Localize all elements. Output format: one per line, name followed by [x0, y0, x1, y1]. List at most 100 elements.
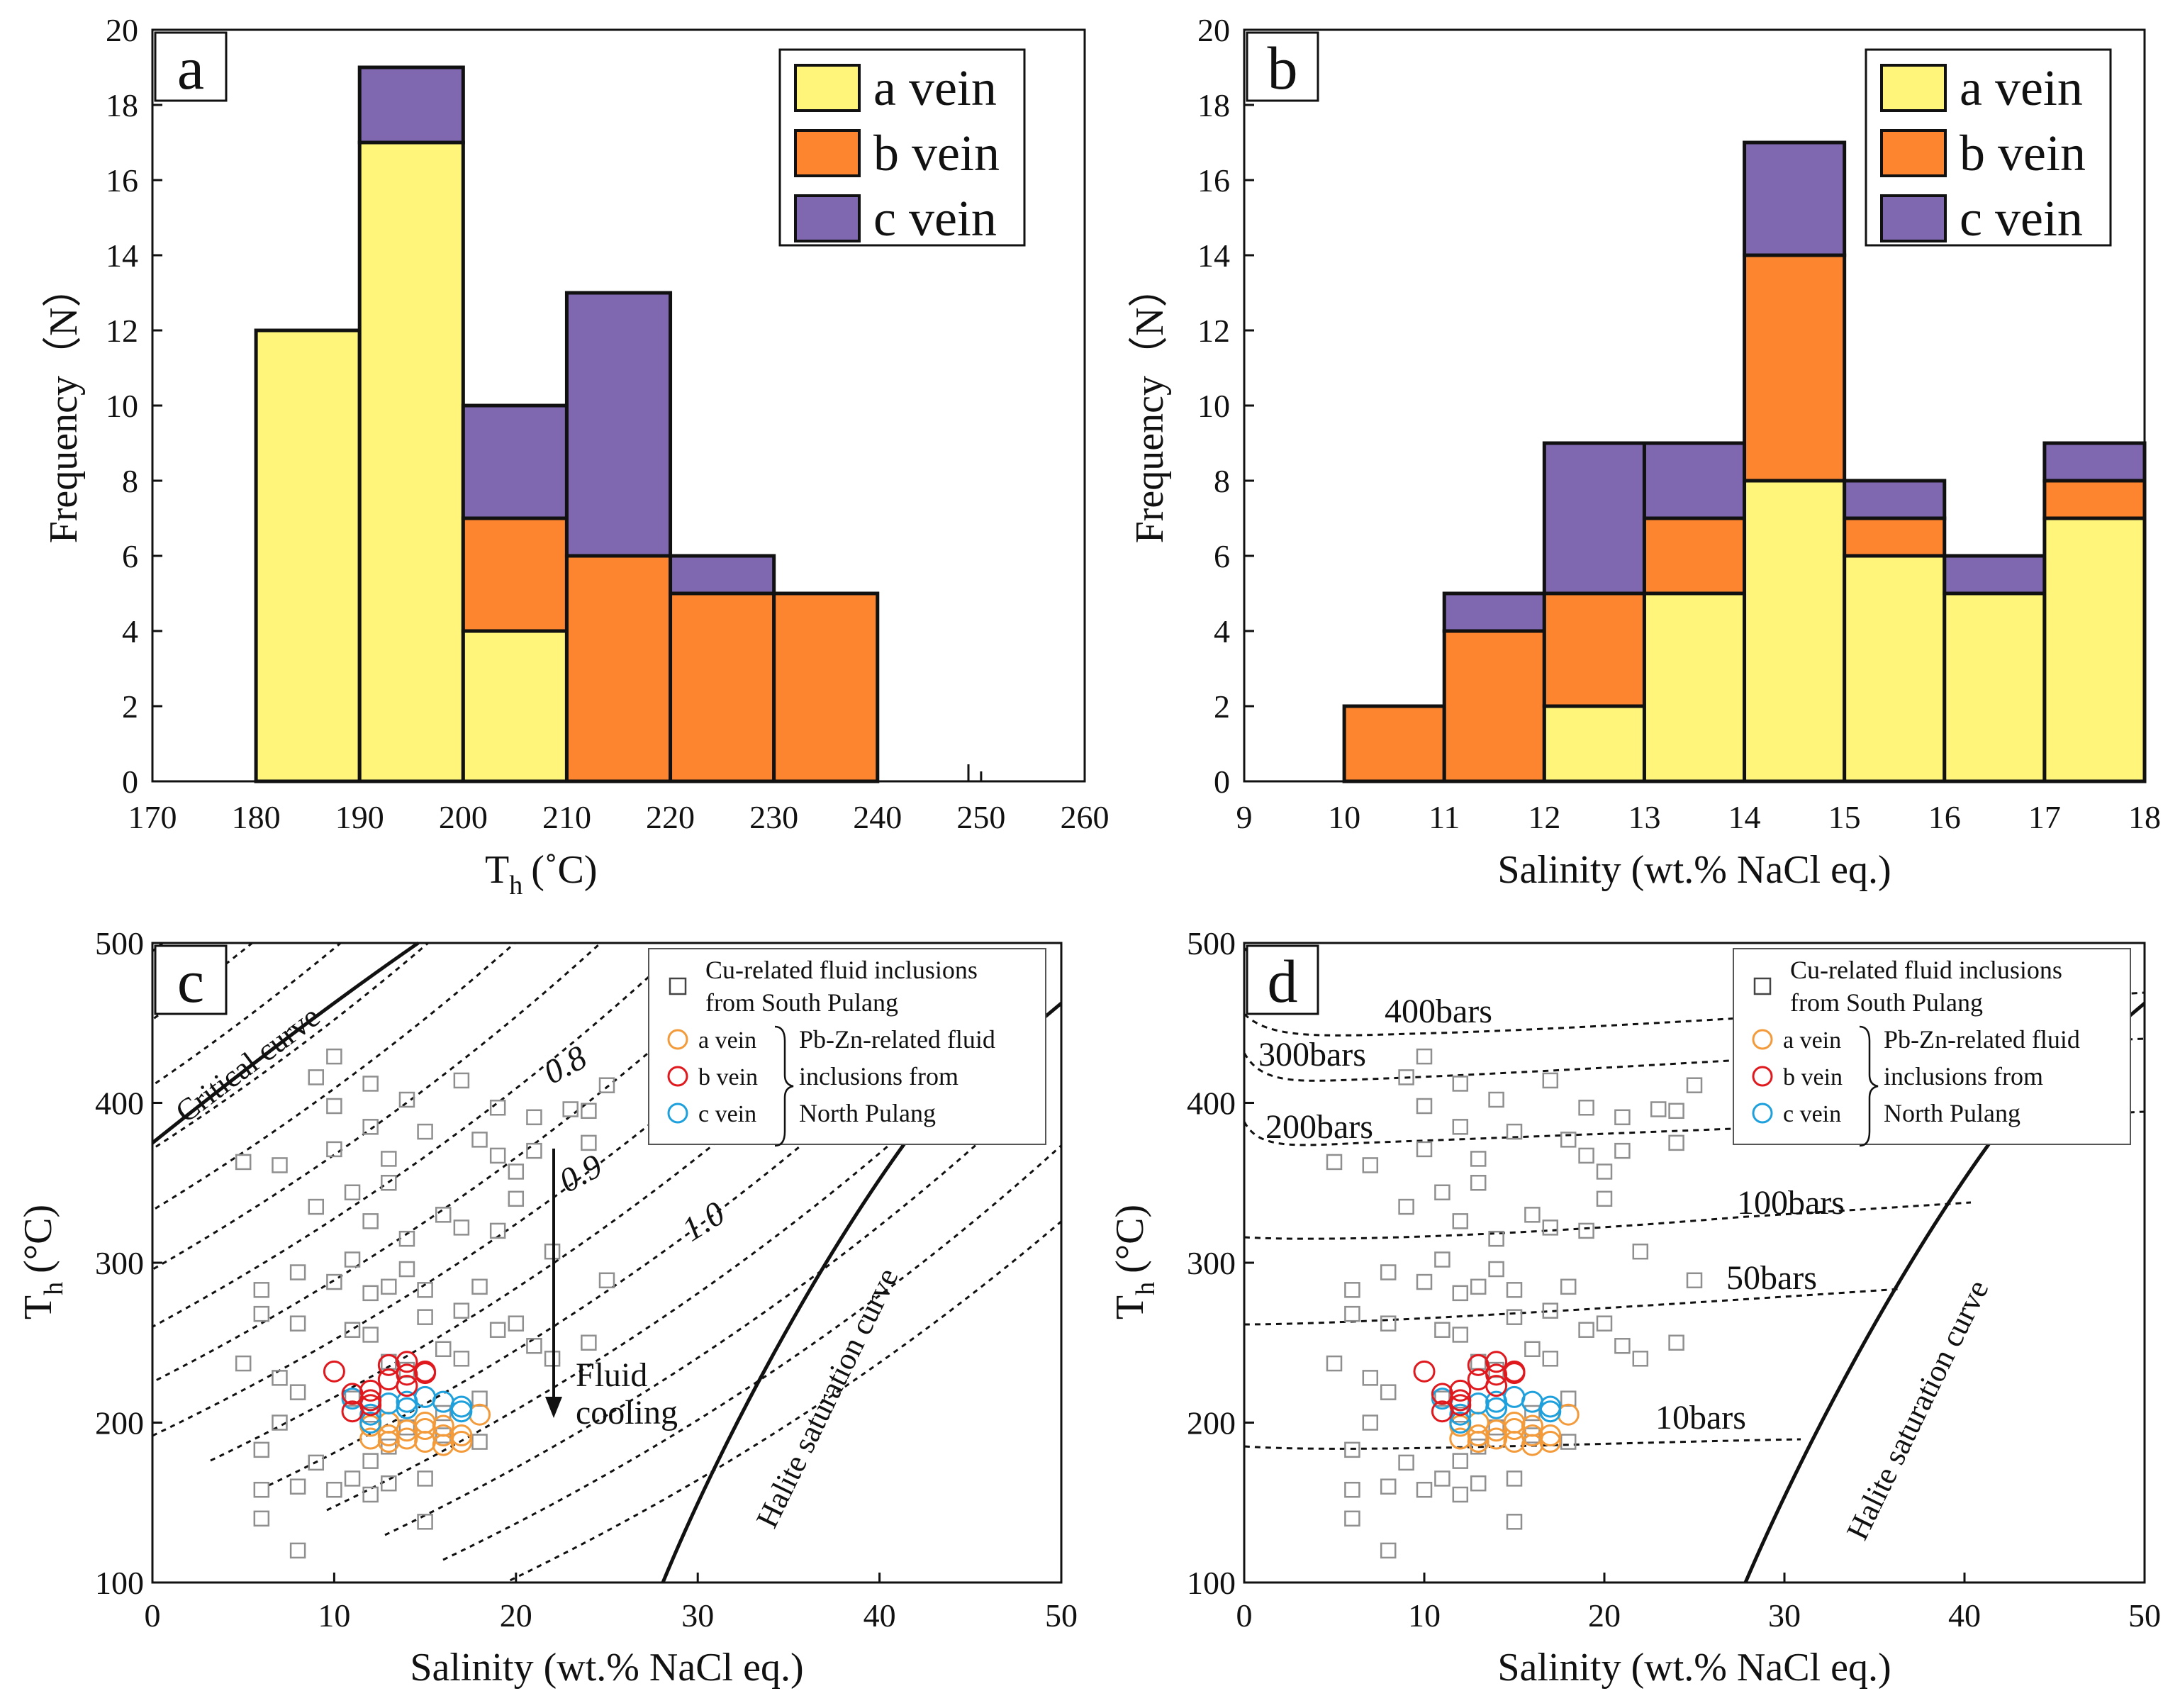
bar-a-b-220 — [669, 591, 776, 783]
legend-cu-line1-c: Cu-related fluid inclusions — [705, 956, 978, 984]
point-d-cu-81 — [1542, 1302, 1559, 1319]
point-c-cu-34 — [398, 1261, 415, 1278]
xtick-label-b-11: 11 — [1429, 799, 1460, 835]
point-c-cu-69 — [381, 1475, 397, 1492]
panel-c-ticks: 0 10 20 30 40 50 100 200 300 400 500 — [95, 925, 1078, 1634]
panel-a-ticks: 170 180 190 200 210 220 230 240 250 260 0 2 4 6 8 10 12 1… — [106, 12, 1110, 835]
halite-curve-label-d: Halite saturation curve — [1840, 1275, 1996, 1546]
point-c-cu-80 — [381, 1175, 397, 1191]
legend-brace-d — [1859, 1025, 1879, 1147]
point-d-cu-75 — [1506, 1309, 1523, 1325]
legend-b-label-c: b vein — [698, 1064, 758, 1090]
point-c-cu-17 — [508, 1163, 525, 1180]
point-d-cu-35 — [1506, 1282, 1523, 1298]
ytick-label-b-18: 18 — [1197, 87, 1230, 123]
point-d-a-14 — [1521, 1424, 1543, 1447]
legend-swatch-b-b — [1880, 129, 1947, 177]
legend-pbzn-line2-c: inclusions from — [799, 1062, 958, 1090]
legend-c-label-c: c vein — [698, 1101, 756, 1127]
point-d-cu-3 — [1452, 1076, 1469, 1092]
panel-c-ylabel: Th(°C) — [16, 1205, 69, 1319]
point-d-cu-6 — [1578, 1100, 1594, 1116]
panel-b-letter: b — [1268, 34, 1298, 102]
isobar-label-10: 10bars — [1655, 1399, 1746, 1436]
point-c-c-1 — [359, 1412, 382, 1434]
isochore-line-2 — [152, 943, 255, 1021]
point-d-cu-76 — [1578, 1222, 1594, 1239]
point-d-cu-48 — [1542, 1351, 1559, 1367]
point-c-cu-3 — [362, 1076, 379, 1092]
point-d-cu-37 — [1596, 1315, 1613, 1332]
point-c-cu-16 — [489, 1147, 506, 1164]
ytick-label-d-200: 200 — [1187, 1405, 1236, 1441]
bar-b-c-16 — [1943, 554, 2047, 596]
point-c-cu-63 — [417, 1470, 433, 1487]
legend-cu-line1-d: Cu-related fluid inclusions — [1790, 956, 2062, 984]
point-c-cu-28 — [598, 1272, 615, 1289]
legend-pbzn-line1-c: Pb-Zn-related fluid — [799, 1025, 995, 1054]
xtick-label-c-30: 30 — [681, 1597, 714, 1634]
legend-label-a-b: b vein — [873, 125, 1000, 182]
legend-swatch-b-a — [1880, 64, 1947, 112]
point-d-cu-7 — [1650, 1101, 1667, 1117]
bar-b-b-10 — [1342, 704, 1446, 783]
point-c-cu-47 — [435, 1341, 452, 1358]
legend-swatch-a-b — [794, 129, 861, 177]
point-d-cu-26 — [1596, 1190, 1613, 1207]
point-d-cu-38 — [1614, 1338, 1631, 1354]
isochore-line-6 — [152, 943, 603, 1271]
xtick-label-a-230: 230 — [749, 799, 798, 835]
legend-a-label-c: a vein — [698, 1027, 756, 1054]
point-d-cu-61 — [1452, 1453, 1469, 1469]
bar-b-b-17 — [2042, 479, 2147, 520]
point-d-cu-72 — [1380, 1542, 1397, 1559]
ytick-label-a-4: 4 — [122, 613, 138, 649]
point-c-cu-81 — [453, 1302, 470, 1319]
point-d-cu-5 — [1542, 1072, 1559, 1089]
point-d-cu-59 — [1398, 1454, 1414, 1471]
point-c-cu-74 — [272, 1370, 288, 1386]
halite-curve-label-c: Halite saturation curve — [749, 1263, 905, 1534]
point-c-b-7 — [359, 1389, 382, 1412]
ytick-label-c-400: 400 — [95, 1085, 144, 1122]
point-c-a-14 — [432, 1424, 454, 1447]
point-d-cu-23 — [1488, 1230, 1504, 1247]
point-d-cu-68 — [1452, 1486, 1469, 1503]
point-d-cu-57 — [1344, 1441, 1360, 1458]
point-c-cu-8 — [598, 1077, 615, 1093]
panel-d-isobars — [1243, 947, 2145, 1450]
point-d-cu-29 — [1344, 1282, 1360, 1298]
xtick-label-d-50: 50 — [2128, 1597, 2161, 1634]
point-c-cu-70 — [417, 1514, 433, 1530]
point-d-cu-9 — [1326, 1154, 1343, 1171]
legend-a-label-d: a vein — [1783, 1027, 1841, 1054]
isochore-line-13 — [384, 1101, 1024, 1536]
bar-b-b-15 — [1843, 516, 1947, 558]
panel-a-xlabel: Th (˚C) — [485, 848, 598, 900]
bar-b-c-12 — [1542, 441, 1646, 596]
point-d-a-13 — [1503, 1412, 1526, 1434]
xtick-label-d-40: 40 — [1948, 1597, 1981, 1634]
point-c-cu-6 — [489, 1100, 506, 1116]
isochore-line-14 — [442, 1144, 1061, 1561]
point-d-cu-24 — [1524, 1207, 1541, 1223]
point-d-cu-41 — [1344, 1305, 1360, 1322]
point-d-cu-10 — [1362, 1157, 1379, 1173]
point-c-cu-43 — [344, 1322, 361, 1338]
point-c-cu-31 — [326, 1273, 342, 1290]
isochore-line-8 — [152, 977, 734, 1384]
isobar-label-200: 200bars — [1265, 1108, 1373, 1146]
ytick-label-d-400: 400 — [1187, 1085, 1236, 1122]
bar-b-b-14 — [1743, 253, 1847, 483]
bar-a-c-220 — [669, 554, 776, 596]
ytick-label-b-6: 6 — [1214, 538, 1230, 574]
point-d-cu-44 — [1452, 1327, 1469, 1343]
legend-c-marker-c — [667, 1103, 688, 1124]
halite-saturation-curve-d — [1743, 1002, 2146, 1583]
density-label-1-0: 1.0 — [676, 1195, 732, 1249]
ytick-label-a-18: 18 — [106, 87, 138, 123]
point-d-b-11 — [1449, 1394, 1472, 1417]
point-c-a-10 — [396, 1427, 418, 1450]
xtick-label-a-170: 170 — [128, 799, 177, 835]
point-d-a-2 — [1485, 1419, 1508, 1442]
